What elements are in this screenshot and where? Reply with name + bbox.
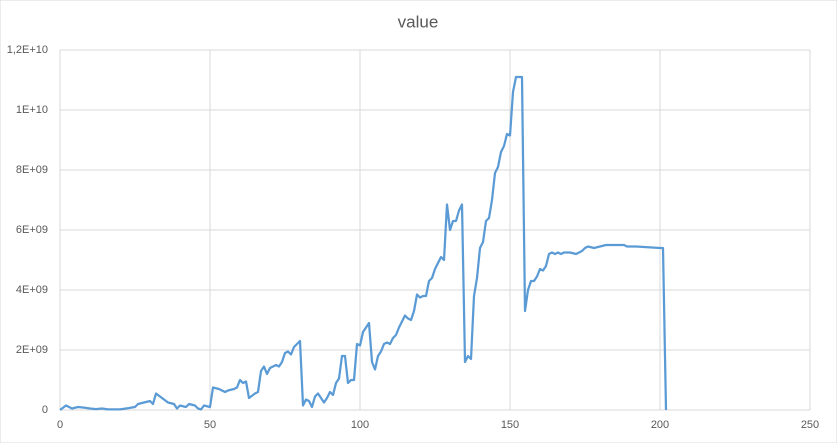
y-tick-label: 0 — [42, 404, 48, 416]
x-tick-label: 250 — [801, 419, 819, 431]
chart-title: value — [398, 12, 439, 31]
y-tick-label: 8E+09 — [16, 164, 48, 176]
y-tick-label: 6E+09 — [16, 224, 48, 236]
y-tick-label: 2E+09 — [16, 344, 48, 356]
x-tick-label: 0 — [57, 419, 63, 431]
x-tick-label: 50 — [204, 419, 216, 431]
y-tick-label: 1,2E+10 — [7, 44, 48, 56]
x-tick-label: 100 — [351, 419, 369, 431]
data-line — [59, 75, 668, 411]
x-tick-label: 200 — [651, 419, 669, 431]
y-tick-label: 4E+09 — [16, 284, 48, 296]
x-tick-label: 150 — [501, 419, 519, 431]
y-tick-label: 1E+10 — [16, 104, 48, 116]
